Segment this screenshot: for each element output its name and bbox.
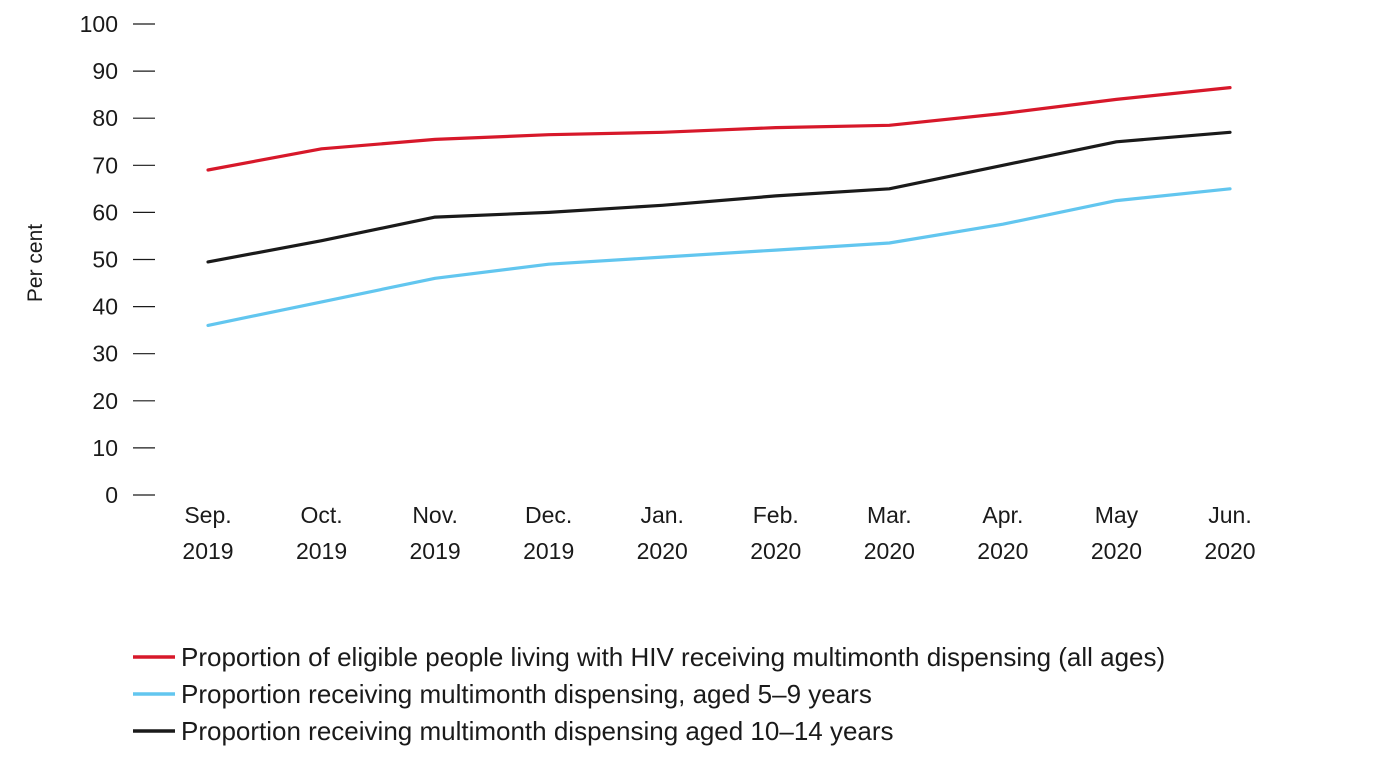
y-tick-label: 70 (92, 152, 118, 178)
series-lines (206, 85, 1232, 327)
x-tick-label: Apr. 2020 (977, 502, 1028, 564)
x-tick-label: Oct. 2019 (296, 502, 347, 564)
y-tick-label: 0 (105, 482, 118, 508)
y-axis-title: Per cent (24, 224, 47, 302)
x-tick-label: Mar. 2020 (864, 502, 915, 564)
legend-label: Proportion receiving multimonth dispensi… (181, 679, 872, 709)
series-line-2 (206, 187, 1232, 327)
legend-item: Proportion receiving multimonth dispensi… (133, 716, 894, 746)
y-tick-label: 100 (80, 11, 118, 37)
legend-item: Proportion receiving multimonth dispensi… (133, 679, 872, 709)
y-axis: 0 10 20 30 40 50 60 70 80 90 100 (80, 11, 155, 508)
x-tick-label: Jun. 2020 (1204, 502, 1255, 564)
y-tick-label: 30 (92, 341, 118, 367)
x-tick-label: May 2020 (1091, 502, 1142, 564)
y-tick-label: 50 (92, 247, 118, 273)
legend-label: Proportion receiving multimonth dispensi… (181, 716, 894, 746)
y-tick-label: 40 (92, 294, 118, 320)
legend-item: Proportion of eligible people living wit… (133, 642, 1165, 672)
series-line-3 (206, 130, 1232, 264)
y-tick-label: 80 (92, 105, 118, 131)
x-tick-label: Dec. 2019 (523, 502, 574, 564)
y-tick-label: 10 (92, 435, 118, 461)
legend-label: Proportion of eligible people living wit… (181, 642, 1165, 672)
series-line-1 (206, 85, 1232, 172)
y-tick-label: 60 (92, 199, 118, 225)
x-tick-label: Nov. 2019 (410, 502, 461, 564)
legend: Proportion of eligible people living wit… (133, 642, 1165, 746)
x-axis: Sep. 2019 Oct. 2019 Nov. 2019 Dec. 2019 Jan. 2020… (182, 502, 1255, 564)
y-tick-label: 20 (92, 388, 118, 414)
x-tick-label: Sep. 2019 (182, 502, 233, 564)
y-tick-label: 90 (92, 58, 118, 84)
x-tick-label: Jan. 2020 (637, 502, 688, 564)
x-tick-label: Feb. 2020 (750, 502, 801, 564)
